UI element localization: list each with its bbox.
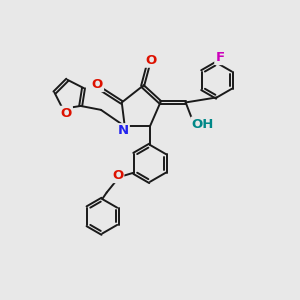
Text: F: F — [215, 51, 224, 64]
Text: O: O — [112, 169, 123, 182]
Text: O: O — [61, 107, 72, 120]
Text: N: N — [118, 124, 129, 137]
Text: OH: OH — [191, 118, 214, 130]
Text: O: O — [145, 54, 157, 67]
Text: O: O — [92, 78, 103, 91]
